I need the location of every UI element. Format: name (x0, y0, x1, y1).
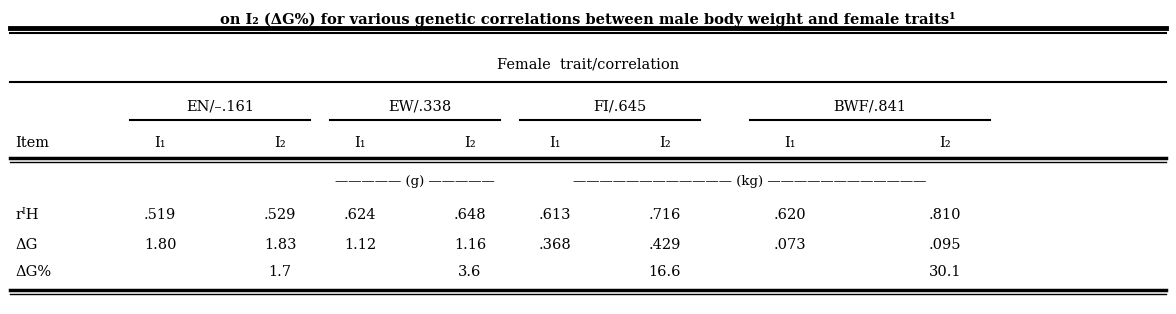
Text: I₁: I₁ (354, 136, 366, 150)
Text: 1.16: 1.16 (454, 238, 486, 252)
Text: 1.83: 1.83 (263, 238, 296, 252)
Text: on I₂ (ΔG%) for various genetic correlations between male body weight and female: on I₂ (ΔG%) for various genetic correlat… (220, 12, 956, 27)
Text: BWF/.841: BWF/.841 (834, 100, 907, 114)
Text: I₂: I₂ (660, 136, 670, 150)
Text: .368: .368 (539, 238, 572, 252)
Text: I₁: I₁ (784, 136, 796, 150)
Text: .716: .716 (649, 208, 681, 222)
Text: .613: .613 (539, 208, 572, 222)
Text: ΔG: ΔG (15, 238, 38, 252)
Text: .095: .095 (929, 238, 961, 252)
Text: ———————————— (kg) ————————————: ———————————— (kg) ———————————— (574, 176, 927, 188)
Text: I₂: I₂ (465, 136, 476, 150)
Text: EN/–.161: EN/–.161 (186, 100, 254, 114)
Text: .519: .519 (143, 208, 176, 222)
Text: 30.1: 30.1 (929, 265, 961, 279)
Text: 1.12: 1.12 (343, 238, 376, 252)
Text: I₂: I₂ (940, 136, 951, 150)
Text: I₂: I₂ (274, 136, 286, 150)
Text: Item: Item (15, 136, 49, 150)
Text: .620: .620 (774, 208, 807, 222)
Text: .073: .073 (774, 238, 807, 252)
Text: .529: .529 (263, 208, 296, 222)
Text: FI/.645: FI/.645 (594, 100, 647, 114)
Text: EW/.338: EW/.338 (388, 100, 452, 114)
Text: I₁: I₁ (154, 136, 166, 150)
Text: .429: .429 (649, 238, 681, 252)
Text: .624: .624 (343, 208, 376, 222)
Text: Female  trait/correlation: Female trait/correlation (497, 58, 679, 72)
Text: .810: .810 (929, 208, 961, 222)
Text: 1.7: 1.7 (268, 265, 292, 279)
Text: 16.6: 16.6 (649, 265, 681, 279)
Text: ΔG%: ΔG% (15, 265, 51, 279)
Text: 1.80: 1.80 (143, 238, 176, 252)
Text: I₁: I₁ (549, 136, 561, 150)
Text: 3.6: 3.6 (459, 265, 482, 279)
Text: ————— (g) —————: ————— (g) ————— (335, 176, 495, 188)
Text: .648: .648 (454, 208, 487, 222)
Text: rᴵH: rᴵH (15, 208, 39, 222)
